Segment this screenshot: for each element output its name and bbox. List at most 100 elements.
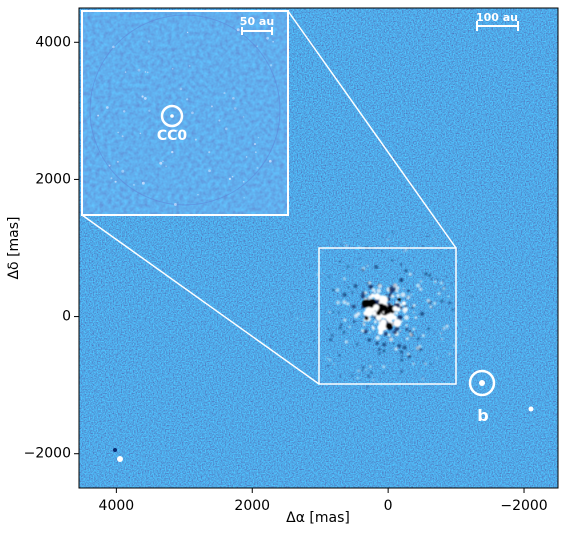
speckle <box>446 324 449 328</box>
speckle <box>342 331 346 334</box>
speckle <box>301 318 305 322</box>
speckle <box>418 344 422 348</box>
speckle <box>415 346 420 350</box>
inset-dot <box>112 45 115 49</box>
x-tick-label: 0 <box>384 498 393 514</box>
speckle <box>468 295 471 298</box>
inset-dot <box>210 105 213 108</box>
speckle <box>430 278 433 281</box>
speckle <box>411 306 414 309</box>
speckle <box>361 329 365 333</box>
speckle <box>448 352 452 356</box>
speckle <box>471 295 474 298</box>
inset-frame <box>81 10 289 216</box>
y-tick-label: 0 <box>62 309 71 325</box>
image: 100 au 50 au CC0 b <box>79 8 558 488</box>
speckle <box>326 364 330 367</box>
cc0-label: CC0 <box>157 128 188 144</box>
point-source <box>528 406 534 412</box>
inset-dot <box>162 160 164 163</box>
speckle <box>376 288 382 294</box>
speckle <box>390 258 394 262</box>
speckle <box>369 395 372 398</box>
speckle <box>430 363 433 366</box>
speckle <box>296 290 299 293</box>
inset-dot <box>269 64 273 67</box>
speckle <box>392 342 395 345</box>
speckle <box>424 272 428 276</box>
speckle <box>347 286 350 289</box>
inset-dot <box>139 132 142 135</box>
inset-dot <box>257 136 260 139</box>
speckle <box>338 375 342 378</box>
speckle-core <box>361 299 371 308</box>
speckle-core <box>370 293 375 298</box>
speckle <box>445 275 448 278</box>
speckle <box>390 292 393 295</box>
speckle <box>394 326 400 331</box>
speckle <box>343 240 346 243</box>
inset-dot <box>147 40 151 43</box>
speckle <box>395 311 399 315</box>
speckle <box>404 248 408 252</box>
companion-b <box>479 380 485 386</box>
speckle <box>322 248 325 251</box>
scale-label: 50 au <box>240 15 274 28</box>
speckle <box>400 354 403 358</box>
speckle-core <box>393 319 402 327</box>
inset-dot <box>144 71 147 73</box>
inset-dot <box>114 180 117 183</box>
y-tick-label: 2000 <box>35 171 71 187</box>
zoom-box <box>318 247 457 385</box>
speckle <box>338 260 342 263</box>
inset-dot <box>186 98 189 101</box>
speckle <box>382 395 385 398</box>
speckle <box>328 310 331 314</box>
speckle <box>372 378 375 382</box>
speckle <box>412 362 415 366</box>
speckle <box>412 327 416 331</box>
speckle <box>350 374 354 377</box>
speckle <box>433 236 436 240</box>
speckle-core <box>385 322 393 330</box>
speckle <box>409 333 413 337</box>
speckle <box>385 294 388 296</box>
inset-dot <box>231 175 234 178</box>
speckle <box>372 311 378 317</box>
inset-dot <box>116 160 119 163</box>
speckle <box>375 341 379 345</box>
speckle <box>407 289 410 293</box>
speckle <box>360 294 366 299</box>
x-axis-label: Δα [mas] <box>286 510 350 526</box>
speckle <box>351 291 354 294</box>
speckle <box>446 327 449 330</box>
speckle <box>314 303 317 306</box>
inset-ring <box>89 14 281 206</box>
speckle <box>392 330 398 335</box>
speckle <box>362 323 366 327</box>
inset-dot <box>268 159 272 163</box>
speckle <box>371 288 376 293</box>
inset-dot <box>148 109 151 112</box>
inset-dot <box>105 106 109 109</box>
speckle <box>313 339 316 342</box>
speckle <box>400 358 404 362</box>
speckle <box>428 273 432 278</box>
speckle <box>440 337 444 341</box>
speckle <box>399 263 403 266</box>
speckle <box>412 311 415 314</box>
speckle <box>397 387 399 390</box>
speckle <box>399 277 404 283</box>
speckle <box>356 376 359 380</box>
inset-dot <box>253 143 257 146</box>
speckle <box>377 348 381 351</box>
speckle <box>421 377 425 381</box>
speckle <box>346 265 350 268</box>
speckle <box>435 357 438 360</box>
speckle <box>393 283 398 288</box>
speckle-core <box>364 316 369 321</box>
speckle <box>369 331 371 334</box>
speckle <box>310 331 313 333</box>
